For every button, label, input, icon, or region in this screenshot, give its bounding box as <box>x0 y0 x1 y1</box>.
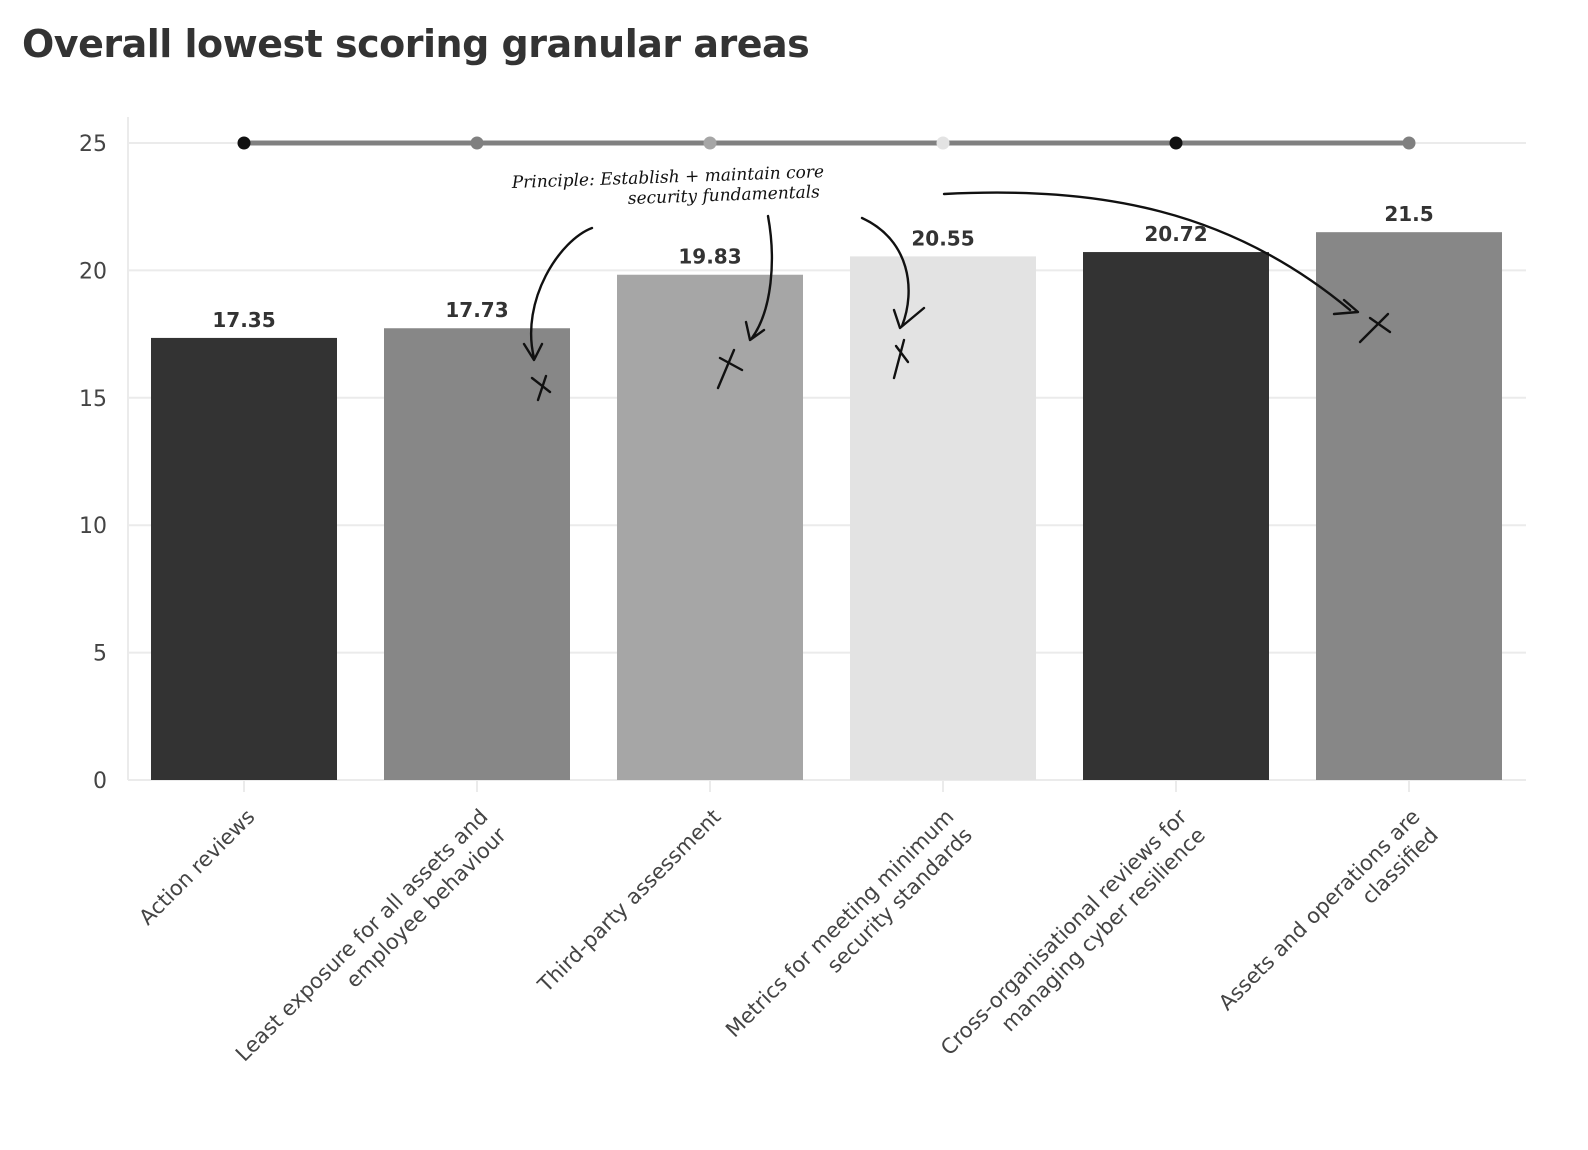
category-label: Least exposure for all assets andemploye… <box>231 805 511 1067</box>
category-label-line: Action reviews <box>134 805 259 930</box>
category-label: Action reviews <box>134 805 259 930</box>
x-mark-1 <box>530 374 552 402</box>
marker-dot <box>237 136 251 150</box>
y-tick-label: 0 <box>93 769 107 794</box>
y-tick-label: 5 <box>93 642 107 667</box>
bar <box>384 328 570 780</box>
page-title: Overall lowest scoring granular areas <box>22 22 810 66</box>
bar <box>1316 232 1502 780</box>
category-label-line: employee behaviour <box>341 823 511 993</box>
bar-value-label: 17.73 <box>445 298 508 322</box>
category-label-line: Third-party assessment <box>533 805 726 998</box>
marker-dot <box>1169 136 1183 150</box>
y-tick-label: 15 <box>79 387 107 412</box>
bar <box>1083 252 1269 781</box>
bars <box>151 232 1502 781</box>
y-tick-label: 20 <box>79 259 107 284</box>
bar-value-label: 21.5 <box>1384 202 1433 226</box>
annotation-arrow-4 <box>942 191 1360 316</box>
bar <box>617 274 803 780</box>
marker-dot <box>1402 136 1416 150</box>
y-tick-label: 10 <box>79 514 107 539</box>
marker-dot <box>936 136 950 150</box>
bar-value-label: 19.83 <box>678 245 741 269</box>
annotation-arrow-3 <box>860 216 926 330</box>
y-tick-label: 25 <box>79 132 107 157</box>
category-label-line: Least exposure for all assets and <box>231 805 493 1067</box>
marker-dot <box>703 136 717 150</box>
x-mark-3 <box>892 338 910 380</box>
x-mark-2 <box>716 348 744 390</box>
bar <box>850 256 1036 780</box>
category-label-line: Assets and operations are <box>1214 805 1424 1015</box>
bar-value-label: 20.72 <box>1144 222 1207 246</box>
category-label: Third-party assessment <box>533 805 726 998</box>
x-mark-4 <box>1358 312 1392 344</box>
annotation-arrow-2 <box>744 214 774 342</box>
category-label-line: Cross-organisational reviews for <box>936 804 1192 1060</box>
value-labels: 17.35 17.73 19.83 20.55 20.72 21.5 <box>212 202 1433 332</box>
category-label-line: Metrics for meeting minimum <box>721 805 958 1042</box>
axes: 0 5 10 15 20 25 <box>79 117 1526 794</box>
category-label-line: managing cyber resilience <box>997 823 1210 1036</box>
bar <box>151 337 337 780</box>
bar-value-label: 20.55 <box>911 226 974 250</box>
marker-line <box>237 136 1416 150</box>
category-label: Cross-organisational reviews formanaging… <box>936 804 1210 1060</box>
bar-value-label: 17.35 <box>212 308 275 332</box>
annotation-arrow-1 <box>522 226 594 362</box>
marker-dot <box>470 136 484 150</box>
